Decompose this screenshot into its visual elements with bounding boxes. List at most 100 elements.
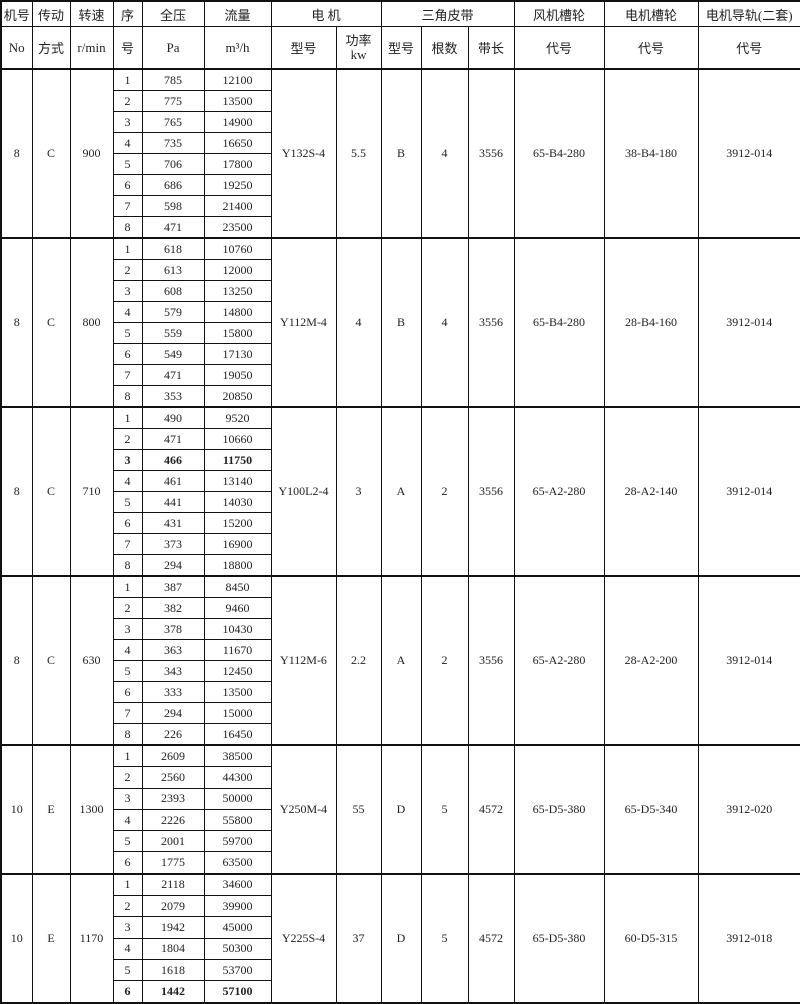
pressure-cell: 613 bbox=[141, 259, 205, 281]
fan-pulley-cell: 65-D5-380 bbox=[513, 872, 605, 1004]
table-row: 8 C 800 1 618 10760 Y112M-4 4 B 4 3556 65-B4-280 28-… bbox=[0, 237, 800, 408]
belt-count-cell: 2 bbox=[420, 575, 469, 746]
motor-model-cell: Y132S-4 bbox=[270, 68, 337, 239]
pressure-cell: 785 bbox=[141, 68, 205, 91]
flow-cell: 12450 bbox=[203, 660, 272, 682]
motor-model-cell: Y250M-4 bbox=[270, 744, 337, 875]
drive-cell: C bbox=[31, 237, 71, 408]
table-row: 2 613 12000 bbox=[1, 259, 800, 281]
header-belt-count: 根数 bbox=[420, 26, 469, 70]
pressure-cell: 2001 bbox=[141, 830, 205, 853]
belt-count-cell: 2 bbox=[420, 406, 469, 577]
table-row: 8 C 630 1 387 8450 Y112M-6 2.2 A 2 3556 65-A2-280 28… bbox=[0, 575, 800, 746]
seq-cell: 7 bbox=[112, 364, 143, 386]
pressure-cell: 1804 bbox=[141, 937, 205, 960]
flow-cell: 11670 bbox=[203, 639, 272, 661]
pressure-cell: 466 bbox=[141, 449, 205, 471]
seq-cell: 4 bbox=[112, 470, 143, 492]
seq-cell: 7 bbox=[112, 533, 143, 555]
flow-cell: 11750 bbox=[203, 449, 272, 471]
pressure-cell: 559 bbox=[141, 322, 205, 344]
pressure-cell: 471 bbox=[141, 364, 205, 386]
flow-cell: 45000 bbox=[203, 916, 272, 939]
seq-cell: 5 bbox=[112, 322, 143, 344]
motor-model-cell: Y112M-6 bbox=[270, 575, 337, 746]
table-row: 7 598 21400 bbox=[1, 195, 800, 217]
flow-cell: 55800 bbox=[203, 808, 272, 832]
flow-cell: 53700 bbox=[203, 958, 272, 982]
seq-cell: 8 bbox=[112, 723, 143, 746]
seq-cell: 3 bbox=[112, 787, 143, 810]
table-row: 10 E 1170 1 2118 34600 Y225S-4 37 D 5 4572 65-D5-38… bbox=[0, 872, 800, 1004]
table-row: 3 2393 50000 bbox=[1, 787, 800, 810]
table-row: 3 608 13250 bbox=[1, 280, 800, 302]
seq-cell: 3 bbox=[112, 618, 143, 640]
table-body: 8 C 900 1 785 12100 Y132S-4 5.5 B 4 3556 65-B4-280 3… bbox=[0, 68, 800, 1004]
table-row: 8 471 23500 bbox=[1, 216, 800, 239]
flow-cell: 10430 bbox=[203, 618, 272, 640]
seq-cell: 3 bbox=[112, 449, 143, 471]
pressure-cell: 2226 bbox=[141, 808, 205, 832]
motor-rail-cell: 3912-014 bbox=[697, 237, 800, 408]
seq-cell: 1 bbox=[112, 237, 143, 260]
seq-cell: 5 bbox=[112, 153, 143, 175]
pressure-cell: 471 bbox=[141, 428, 205, 450]
flow-cell: 21400 bbox=[203, 195, 272, 217]
table-row: 4 461 13140 bbox=[1, 470, 800, 492]
pressure-cell: 363 bbox=[141, 639, 205, 661]
seq-cell: 2 bbox=[112, 259, 143, 281]
pressure-cell: 2393 bbox=[141, 787, 205, 810]
pressure-cell: 2118 bbox=[141, 872, 205, 897]
pressure-cell: 343 bbox=[141, 660, 205, 682]
motor-rail-cell: 3912-020 bbox=[697, 744, 800, 875]
pressure-cell: 387 bbox=[141, 575, 205, 598]
machine-no-cell: 8 bbox=[0, 237, 33, 408]
flow-cell: 57100 bbox=[203, 980, 272, 1004]
belt-count-cell: 5 bbox=[420, 872, 469, 1004]
flow-cell: 12100 bbox=[203, 68, 272, 91]
header-seq: 序 bbox=[112, 0, 143, 27]
header-belt-type: 型号 bbox=[380, 26, 422, 70]
table-row: 5 1618 53700 bbox=[1, 958, 800, 982]
table-row: 8 C 710 1 490 9520 Y100L2-4 3 A 2 3556 65-A2-280 28-… bbox=[0, 406, 800, 577]
pressure-cell: 2560 bbox=[141, 766, 205, 789]
seq-cell: 3 bbox=[112, 280, 143, 302]
header-motor-pulley: 电机槽轮 bbox=[603, 0, 699, 27]
table-row: 5 2001 59700 bbox=[1, 830, 800, 853]
header-motor-rail-code: 代号 bbox=[697, 26, 800, 70]
flow-cell: 13140 bbox=[203, 470, 272, 492]
pressure-cell: 2079 bbox=[141, 895, 205, 918]
seq-cell: 8 bbox=[112, 385, 143, 408]
table-row: 4 2226 55800 bbox=[1, 808, 800, 832]
seq-cell: 8 bbox=[112, 216, 143, 239]
machine-no-cell: 8 bbox=[0, 575, 33, 746]
seq-cell: 7 bbox=[112, 702, 143, 724]
flow-cell: 14900 bbox=[203, 111, 272, 133]
motor-power-cell: 4 bbox=[335, 237, 382, 408]
flow-cell: 50300 bbox=[203, 937, 272, 960]
machine-no-cell: 10 bbox=[0, 744, 33, 875]
belt-type-cell: A bbox=[380, 406, 422, 577]
power-label: 功率 bbox=[345, 32, 372, 48]
belt-length-cell: 3556 bbox=[467, 237, 515, 408]
seq-cell: 3 bbox=[112, 111, 143, 133]
motor-power-cell: 5.5 bbox=[335, 68, 382, 239]
seq-cell: 3 bbox=[112, 916, 143, 939]
machine-no-cell: 10 bbox=[0, 872, 33, 1004]
belt-length-cell: 3556 bbox=[467, 406, 515, 577]
flow-cell: 19050 bbox=[203, 364, 272, 386]
flow-cell: 13250 bbox=[203, 280, 272, 302]
flow-cell: 8450 bbox=[203, 575, 272, 598]
belt-length-cell: 3556 bbox=[467, 575, 515, 746]
seq-cell: 5 bbox=[112, 958, 143, 982]
flow-cell: 23500 bbox=[203, 216, 272, 239]
pressure-cell: 471 bbox=[141, 216, 205, 239]
pressure-cell: 382 bbox=[141, 597, 205, 619]
table-row: 2 382 9460 bbox=[1, 597, 800, 619]
motor-model-cell: Y112M-4 bbox=[270, 237, 337, 408]
flow-cell: 59700 bbox=[203, 830, 272, 853]
table-row: 8 C 900 1 785 12100 Y132S-4 5.5 B 4 3556 65-B4-280 3… bbox=[0, 68, 800, 239]
fan-pulley-cell: 65-B4-280 bbox=[513, 68, 605, 239]
pressure-cell: 490 bbox=[141, 406, 205, 429]
